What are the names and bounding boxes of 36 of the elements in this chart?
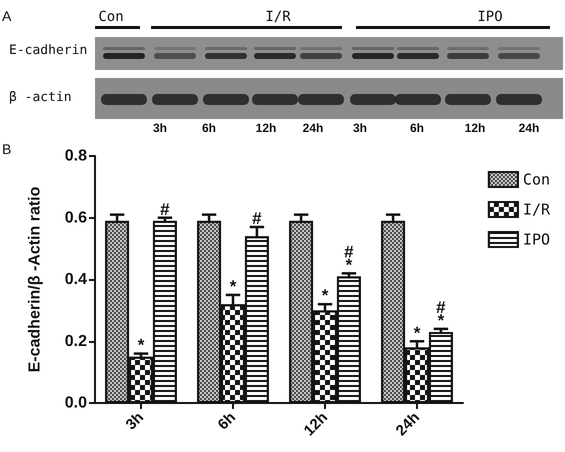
x-tick-label: 12h [300,408,332,440]
text: A [2,8,12,24]
text: 12h [464,121,486,136]
y-tick-label: 0.6 [64,209,88,226]
y-tick-label: 0.8 [64,148,88,164]
x-tick-label: 6h [214,408,240,434]
y-tick-label: 0.4 [64,271,88,288]
legend-label: Con [522,170,550,188]
text: I/R [265,9,291,26]
data-label: # * [344,242,354,274]
text: IPO [477,9,503,26]
text: 24h [302,121,324,136]
legend-label: I/R [522,200,551,218]
data-label: * [322,286,329,306]
text: 3h [152,121,168,136]
data-label: # [160,200,170,219]
y-tick-label: 0.0 [64,394,88,412]
x-tick-label: 3h [122,408,148,434]
x-tick-label: 24h [392,408,424,440]
y-axis-title: E-cadherin/β -Actin ratio [26,186,44,372]
text: 24h [518,121,540,136]
text: Con [98,9,124,26]
text: 12h [256,121,276,136]
data-label: * [138,336,145,355]
legend-label: IPO [522,230,550,248]
text: β -actin [9,90,72,106]
text: 6h [202,121,216,136]
data-label: * [230,276,237,296]
text: 3h [352,121,368,136]
data-label: * [414,323,421,342]
text: B [2,141,12,158]
text: E-cadherin [9,43,88,59]
text: 6h [410,121,424,136]
y-tick-label: 0.2 [64,332,88,350]
data-label: # [252,209,262,228]
data-label: # * [436,298,446,330]
